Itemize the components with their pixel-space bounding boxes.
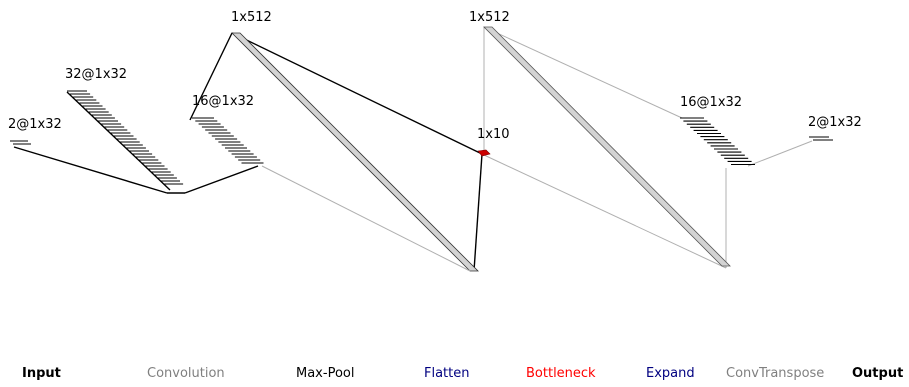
legend-convolution: Convolution [147, 366, 225, 381]
legend-flatten: Flatten [424, 366, 470, 381]
forward-connections [13, 32, 483, 272]
conv2-layer-label: 16@1x32 [192, 94, 254, 109]
legend-input: Input [22, 366, 61, 381]
deconv1-layer-label: 16@1x32 [680, 95, 742, 110]
legend: Input Convolution Max-Pool Flatten Bottl… [0, 366, 909, 386]
legend-expand: Expand [646, 366, 695, 381]
conv2-block [192, 117, 264, 164]
deconv1-block [680, 117, 755, 166]
expand-layer-label: 1x512 [469, 10, 510, 25]
bottleneck-layer-label: 1x10 [477, 127, 510, 142]
input-layer-label: 2@1x32 [8, 117, 62, 132]
legend-max-pool: Max-Pool [296, 366, 355, 381]
input-block [10, 140, 31, 145]
output-block [809, 136, 833, 141]
gray-connections [261, 26, 813, 272]
output-layer-label: 2@1x32 [808, 115, 862, 130]
conv1-block [67, 90, 184, 185]
legend-output: Output [852, 366, 904, 381]
conv1-layer-label: 32@1x32 [65, 67, 127, 82]
expand-layer [483, 26, 731, 267]
flatten-layer [231, 32, 479, 272]
bottleneck-layer [477, 149, 491, 157]
legend-conv-transpose: ConvTranspose [726, 366, 825, 381]
flatten-layer-label: 1x512 [231, 10, 272, 25]
legend-bottleneck: Bottleneck [526, 366, 596, 381]
